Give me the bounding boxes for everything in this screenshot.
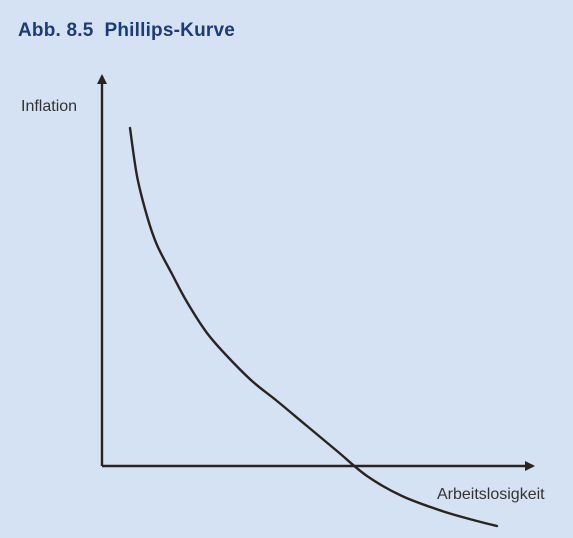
y-axis-label: Inflation (21, 98, 78, 115)
x-axis-label: Arbeitslosigkeit (437, 486, 545, 503)
series-layer (128, 126, 499, 528)
figure-title: Abb. 8.5 Phillips-Kurve (18, 20, 236, 41)
phillips-curve-line (128, 126, 499, 528)
